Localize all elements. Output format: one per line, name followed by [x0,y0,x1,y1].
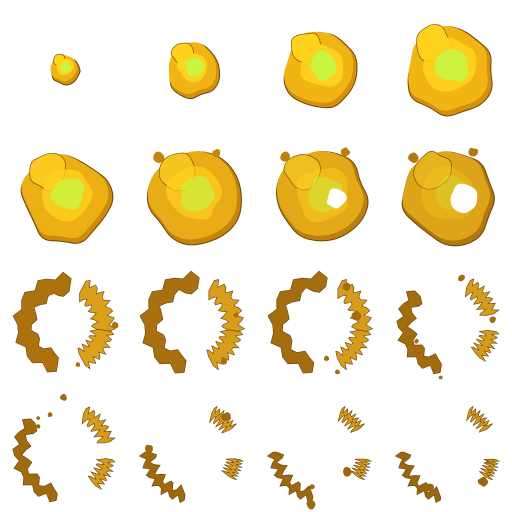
explosion-frame-2 [168,42,221,100]
cloud-puff [413,150,452,190]
smoke-speck [46,355,55,364]
smoke-wisp [408,152,419,164]
smoke-ring-fragment [12,271,72,373]
fire-core [185,57,205,77]
smoke-ring-fragment [81,406,116,444]
smoke-speck [425,483,434,492]
smoke-speck [306,499,316,510]
smoke-speck [36,416,41,421]
smoke-ring-fragment [206,329,244,371]
smoke-ring-fragment [266,451,314,503]
explosion-frame-4 [407,24,493,117]
smoke-ring-fragment [466,405,493,433]
smoke-speck [47,412,53,418]
smoke-speck [438,375,443,380]
explosion-frame-6 [146,148,242,246]
explosion-frame-16 [394,405,501,503]
smoke-speck [46,285,57,296]
smoke-speck [59,393,67,401]
smoke-ring-fragment [470,330,500,363]
fire-core [435,49,469,82]
smoke-hole [450,183,478,214]
explosion-frame-10 [139,270,246,374]
smoke-speck [144,444,153,453]
smoke-speck [59,284,66,290]
smoke-ring-fragment [337,279,374,332]
smoke-wisp [340,147,351,157]
smoke-speck [414,338,419,344]
smoke-ring-fragment [208,279,246,332]
smoke-speck [220,412,231,421]
smoke-wisp [212,148,221,158]
smoke-speck [457,274,465,282]
explosion-frame-8 [401,147,495,247]
smoke-ring-fragment [79,280,117,332]
smoke-ring-fragment [87,458,116,491]
smoke-ring-fragment [396,290,442,375]
explosion-frame-5 [20,152,114,244]
smoke-speck [489,316,496,324]
explosion-frame-11 [267,270,374,375]
smoke-speck [153,337,162,345]
smoke-speck [220,357,228,365]
explosion-frame-15 [266,405,373,510]
smoke-wisp [468,147,479,157]
smoke-ring-fragment [221,458,245,481]
smoke-speck [144,334,150,339]
smoke-ring-fragment [138,451,186,503]
fire-core [181,175,215,212]
smoke-speck [477,476,489,487]
fire-core [310,50,337,81]
cloud-puff [283,154,321,191]
smoke-speck [143,461,151,470]
fire-glow [296,167,348,223]
smoke-ring-fragment [267,270,328,374]
explosion-frame-3 [283,31,358,109]
smoke-hole [327,188,347,209]
smoke-speck [309,484,315,490]
explosion-frame-14 [138,405,245,503]
smoke-ring-fragment [139,270,200,374]
smoke-ring-fragment [349,458,373,481]
smoke-speck [342,282,351,291]
smoke-speck [233,312,239,318]
explosion-frame-7 [276,147,369,242]
explosion-frame-1 [50,53,81,86]
smoke-speck [323,355,330,361]
fire-core [60,61,71,73]
smoke-wisp [153,151,165,163]
smoke-ring-fragment [394,451,442,503]
explosion-frame-12 [396,274,500,380]
smoke-ring-fragment [12,418,58,503]
smoke-speck [351,311,362,321]
smoke-ring-fragment [77,329,115,370]
smoke-speck [334,369,341,375]
smoke-wisp [280,151,290,162]
smoke-ring-fragment [478,458,501,481]
smoke-speck [343,466,352,477]
smoke-speck [111,321,119,329]
explosion-frame-13 [12,393,116,503]
fire-core [50,178,85,210]
smoke-speck [485,460,490,465]
smoke-ring-fragment [335,329,372,371]
smoke-speck [35,424,41,429]
smoke-ring-fragment [464,278,500,316]
smoke-speck [75,362,81,367]
explosion-frame-9 [12,271,119,373]
smoke-ring-fragment [337,405,365,434]
